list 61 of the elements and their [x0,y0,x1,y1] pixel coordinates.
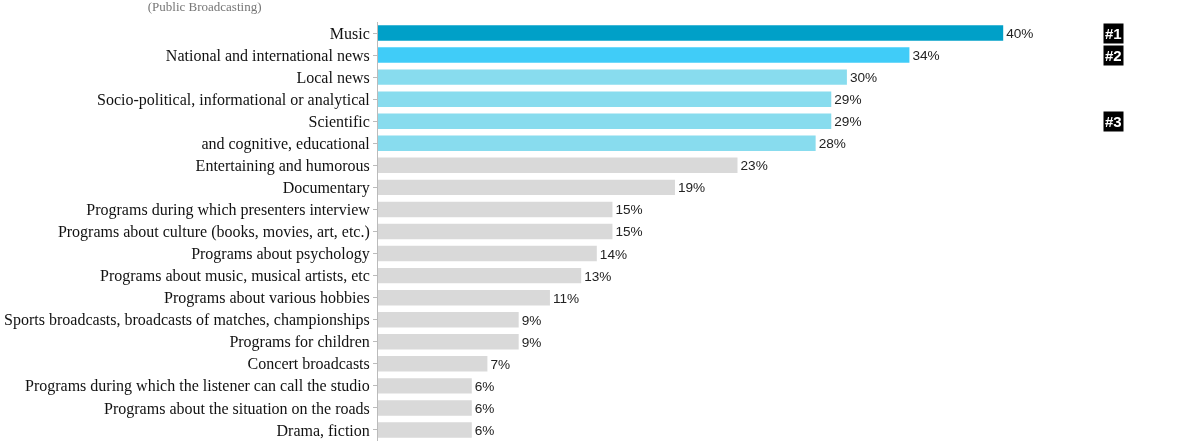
y-tick-label: Programs about various hobbies [164,289,370,308]
bar [378,422,472,438]
y-tick-label: Programs about music, musical artists, etc [100,267,370,286]
data-label: 15% [615,224,643,240]
y-tick-label: Sports broadcasts, broadcasts of matches, championships [4,311,370,330]
y-tick-label: Documentary [282,178,370,197]
y-tick-label: Programs about culture (books, movies, art, etc.) [57,223,370,242]
text: #2 [1105,47,1122,64]
y-tick-label: Programs for children [229,333,370,352]
data-label: 19% [677,180,706,196]
data-label: 11% [552,290,580,306]
bar [378,378,472,394]
bar [378,311,519,328]
y-tick-label: Scientific [308,112,370,130]
bar [378,157,738,174]
data-label: 9% [521,334,542,350]
bar [378,356,488,372]
bar [378,91,832,107]
y-tick-label: Music [329,24,370,42]
y-tick-label: National and international news [165,46,370,64]
data-label: 9% [521,312,542,328]
data-label: 14% [599,246,628,262]
y-tick-label: Local news [296,68,370,86]
bar [378,267,582,284]
text: #1 [1105,25,1122,42]
bar [378,135,816,152]
y-tick-label: Entertaining and humorous [195,156,370,175]
data-label: 29% [834,92,862,108]
data-label: 29% [834,114,862,130]
data-label: 40% [1006,26,1034,42]
data-label: 23% [740,158,768,174]
data-label: 7% [490,356,511,372]
y-tick-label: Socio-political, informational or analytical [96,90,371,109]
bar [378,47,910,63]
bar [378,223,613,240]
bar [378,334,519,350]
y-tick-label: Drama, fiction [276,421,370,439]
y-tick-label: Programs during which presenters interview [86,201,371,220]
bar [378,201,613,218]
data-label: 6% [474,378,495,394]
text: (Public Broadcasting) [147,0,262,15]
bar [378,400,472,416]
y-tick-label: Programs about the situation on the roads [104,399,370,418]
data-label: 6% [474,422,495,438]
data-label: 28% [818,136,846,152]
data-label: 34% [912,48,940,64]
y-tick-label: Concert broadcasts [247,355,370,373]
bar [378,113,832,129]
bar [378,245,597,262]
data-label: 30% [849,70,878,86]
bar [378,179,675,196]
text: #3 [1105,113,1122,130]
bar [378,289,550,306]
data-label: 15% [615,202,643,218]
data-label: 6% [474,400,495,416]
y-tick-label: Programs about psychology [191,245,370,264]
data-label: 13% [584,268,612,284]
y-tick-label: and cognitive, educational [201,134,371,153]
bar [378,69,847,85]
y-tick-label: Programs during which the listener can call the studio [24,377,370,396]
bar [378,25,1004,41]
